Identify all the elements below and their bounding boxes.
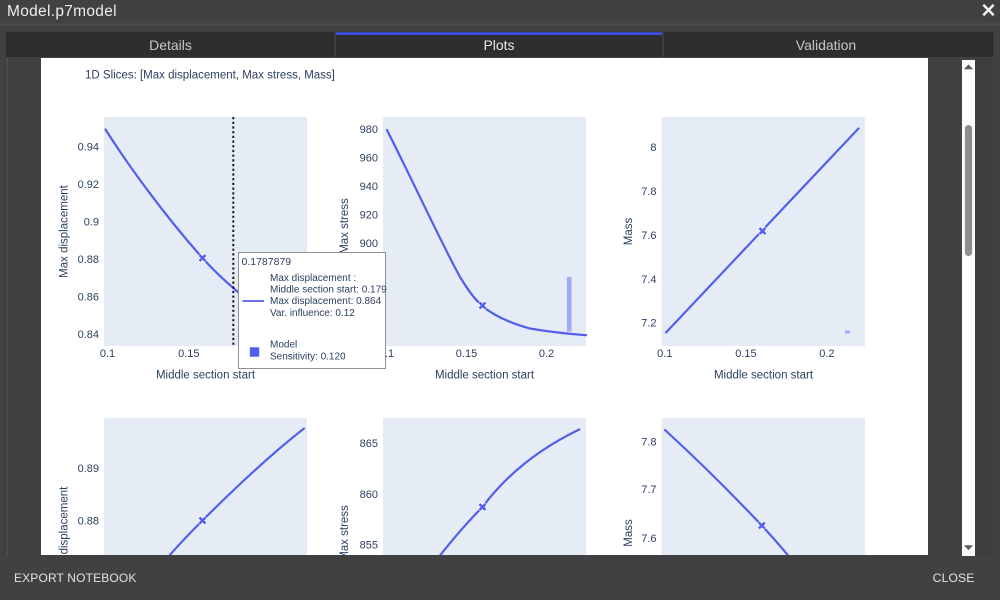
svg-text:7.6: 7.6 [641,230,656,242]
svg-text:960: 960 [360,152,378,164]
svg-text:7.2: 7.2 [641,318,656,330]
svg-text:0.92: 0.92 [78,179,99,191]
svg-text:0.1: 0.1 [100,348,115,360]
svg-text:Var. influence: 0.12: Var. influence: 0.12 [270,308,355,319]
svg-text:Middle section start: Middle section start [714,370,814,382]
svg-text:Sensitivity: 0.120: Sensitivity: 0.120 [270,352,346,363]
svg-text:Middle section start: Middle section start [156,370,256,382]
svg-text:Model: Model [270,340,297,351]
svg-text:855: 855 [360,539,378,551]
svg-text:Plots: Plots [483,37,514,53]
svg-text:0.88: 0.88 [78,254,99,266]
svg-text:Max displacement: 0.864: Max displacement: 0.864 [270,296,382,307]
svg-text:8: 8 [650,142,656,154]
svg-text:Validation: Validation [796,37,856,53]
svg-text:920: 920 [360,209,378,221]
svg-text:865: 865 [360,438,378,450]
svg-text:1D Slices: [Max displacement,: 1D Slices: [Max displacement, Max stress… [85,70,335,82]
svg-text:EXPORT NOTEBOOK: EXPORT NOTEBOOK [14,571,137,585]
svg-text:0.89: 0.89 [78,463,99,475]
svg-text:Details: Details [149,37,192,53]
svg-text:940: 940 [360,181,378,193]
svg-text:7.4: 7.4 [641,274,656,286]
svg-text:0.2: 0.2 [539,348,554,360]
svg-text:0.15: 0.15 [178,348,199,360]
svg-text:Mass: Mass [623,218,635,246]
svg-text:7.7: 7.7 [641,484,656,496]
svg-text:0.15: 0.15 [735,348,756,360]
svg-text:Mass: Mass [623,519,635,547]
svg-text:Max displacement: Max displacement [59,486,71,579]
svg-text:Model.p7model: Model.p7model [7,3,117,20]
svg-text:980: 980 [360,124,378,136]
svg-text:7.6: 7.6 [641,533,656,545]
svg-text:7.8: 7.8 [641,437,656,449]
svg-text:Max displacement :: Max displacement : [270,273,356,284]
svg-text:0.86: 0.86 [78,292,99,304]
svg-text:Max stress: Max stress [339,198,351,254]
svg-text:0.1: 0.1 [657,348,672,360]
svg-text:0.1787879: 0.1787879 [242,256,292,268]
svg-text:860: 860 [360,489,378,501]
svg-text:7.8: 7.8 [641,186,656,198]
svg-text:0.94: 0.94 [78,142,99,154]
svg-text:0.84: 0.84 [78,329,99,341]
svg-text:Middle section start: Middle section start [435,370,535,382]
svg-text:0.9: 0.9 [84,217,99,229]
svg-text:CLOSE: CLOSE [933,571,975,585]
svg-text:0.2: 0.2 [819,348,834,360]
svg-text:Max stress: Max stress [339,505,351,561]
svg-text:Middle section start: 0.179: Middle section start: 0.179 [270,285,387,296]
svg-text:0.88: 0.88 [78,516,99,528]
svg-text:0.15: 0.15 [456,348,477,360]
svg-text:900: 900 [360,238,378,250]
svg-text:Max displacement: Max displacement [59,184,71,277]
